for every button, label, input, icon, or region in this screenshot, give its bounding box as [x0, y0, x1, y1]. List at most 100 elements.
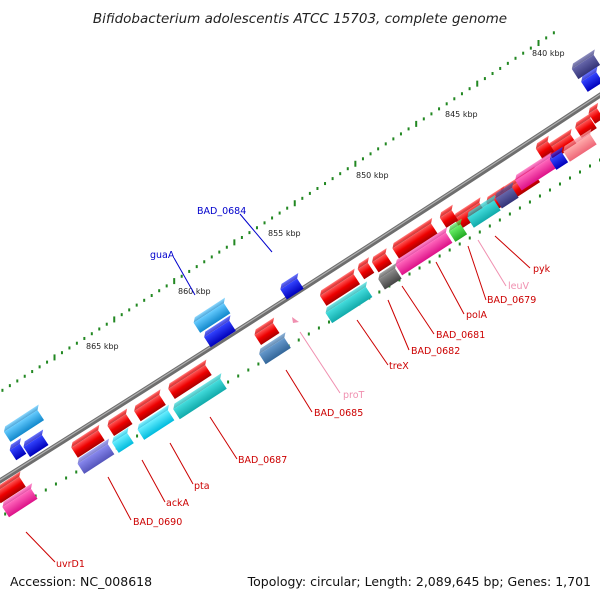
gene-box-purple[interactable] [75, 438, 117, 474]
leader-line [239, 213, 273, 253]
gene-box-pyk2[interactable] [534, 135, 558, 159]
tick-mark [113, 316, 116, 323]
tick-mark [188, 269, 191, 273]
gene-box-mag1[interactable] [513, 151, 560, 191]
tick-mark [75, 341, 78, 345]
tick-mark [445, 102, 448, 106]
leader-line [107, 476, 132, 521]
leader-line [285, 369, 313, 413]
gene-box-0681[interactable] [390, 217, 441, 259]
tick-mark [210, 255, 213, 259]
inner-tick-mark [257, 362, 260, 366]
gene-box-0685[interactable] [252, 317, 283, 346]
gene-box-cyan2[interactable] [110, 427, 137, 453]
inner-tick-mark [136, 434, 139, 438]
tick-mark [399, 132, 402, 136]
gene-box-salmon[interactable] [561, 128, 600, 162]
tick-mark [120, 313, 123, 317]
tick-mark [354, 160, 357, 167]
inner-tick-mark [458, 242, 461, 246]
inner-tick-mark [75, 470, 78, 474]
gene-labels: BAD_0684 guaA pyk leuV BAD_0679 polA BAD… [56, 206, 551, 570]
tick-mark [38, 365, 41, 369]
gene-label-pyk: pyk [533, 264, 551, 275]
gene-box-proT[interactable] [292, 317, 299, 323]
gene-label-BAD_0679: BAD_0679 [487, 295, 536, 306]
tick-mark [522, 51, 525, 55]
gene-label-BAD_0681: BAD_0681 [436, 330, 485, 341]
gene-box-gray[interactable] [376, 262, 405, 290]
inner-tick-mark [317, 326, 320, 330]
gene-box-ackA[interactable] [105, 408, 136, 437]
tick-mark [422, 117, 425, 121]
gene-box-left-blue[interactable] [21, 429, 52, 458]
gene-box-guaA[interactable] [191, 297, 233, 333]
tick-mark [476, 80, 479, 87]
gene-box-0690[interactable] [69, 424, 108, 458]
gene-label-BAD_0687: BAD_0687 [238, 455, 287, 466]
inner-tick-mark [468, 236, 471, 240]
gene-box-leuV[interactable] [447, 218, 471, 242]
tick-mark [203, 260, 206, 264]
gene-box-840a[interactable] [570, 49, 600, 80]
tick-mark [105, 322, 108, 326]
inner-tick-mark [498, 218, 501, 222]
tick-mark [240, 235, 243, 239]
gene-box-blue-small[interactable] [548, 146, 572, 170]
tick-label-860: 860 kbp [178, 287, 211, 296]
gene-box-guaA2[interactable] [202, 315, 239, 348]
inner-tick-mark [548, 188, 551, 192]
gene-box-pta[interactable] [132, 389, 169, 422]
inner-tick-mark [4, 512, 7, 516]
tick-mark [468, 87, 471, 91]
tick-mark [392, 137, 395, 141]
tick-mark [339, 172, 342, 176]
gene-box-0682a[interactable] [370, 248, 395, 273]
gene-box-left-blue2[interactable] [8, 438, 30, 461]
tick-mark [415, 120, 418, 127]
gene-box-steel[interactable] [257, 332, 294, 365]
gene-label-BAD_0684: BAD_0684 [197, 206, 246, 217]
tick-mark [143, 298, 146, 302]
gene-box-mag3[interactable] [0, 483, 41, 518]
map-title: Bifidobacterium adolescentis ATCC 15703,… [93, 11, 507, 27]
gene-box-blue-0684[interactable] [278, 272, 307, 300]
gene-label-leuV: leuV [508, 281, 530, 292]
tick-mark [248, 231, 251, 235]
inner-tick-mark [578, 170, 581, 174]
gene-box-840b[interactable] [579, 66, 600, 92]
leader-line [387, 299, 410, 351]
gene-box-0682b[interactable] [356, 257, 378, 280]
tick-mark [8, 384, 11, 388]
tick-mark [301, 196, 304, 200]
tick-mark [529, 46, 532, 50]
gene-box-teal1[interactable] [465, 194, 504, 228]
leader-line [141, 459, 166, 503]
gene-box-0687[interactable] [166, 359, 215, 400]
inner-tick-mark [558, 182, 561, 186]
gene-box-cyan1[interactable] [135, 404, 177, 440]
gene-box-mag2[interactable] [393, 227, 455, 276]
gene-box-uvrD1[interactable] [0, 471, 29, 504]
gene-box-teal2[interactable] [323, 281, 375, 324]
inner-tick-mark [247, 368, 250, 372]
gene-label-uvrD1: uvrD1 [56, 559, 85, 570]
gene-box-navy[interactable] [493, 181, 522, 209]
gene-box-treX[interactable] [318, 268, 364, 306]
tick-mark [499, 66, 502, 70]
tick-mark [491, 72, 494, 76]
tick-mark [46, 360, 49, 364]
tick-label-840: 840 kbp [532, 49, 565, 58]
tick-mark [53, 354, 56, 361]
tick-mark [506, 61, 509, 65]
gene-box-left-sky[interactable] [2, 404, 48, 442]
tick-label-855: 855 kbp [268, 229, 301, 238]
gene-box-teal3[interactable] [171, 373, 230, 420]
gene-box-right[interactable] [573, 112, 600, 138]
gene-box-small1[interactable] [438, 204, 462, 228]
leader-line [299, 331, 341, 394]
tick-mark [1, 388, 4, 392]
tick-mark [271, 216, 274, 220]
inner-tick-mark [44, 488, 47, 492]
gene-label-BAD_0685: BAD_0685 [314, 408, 363, 419]
